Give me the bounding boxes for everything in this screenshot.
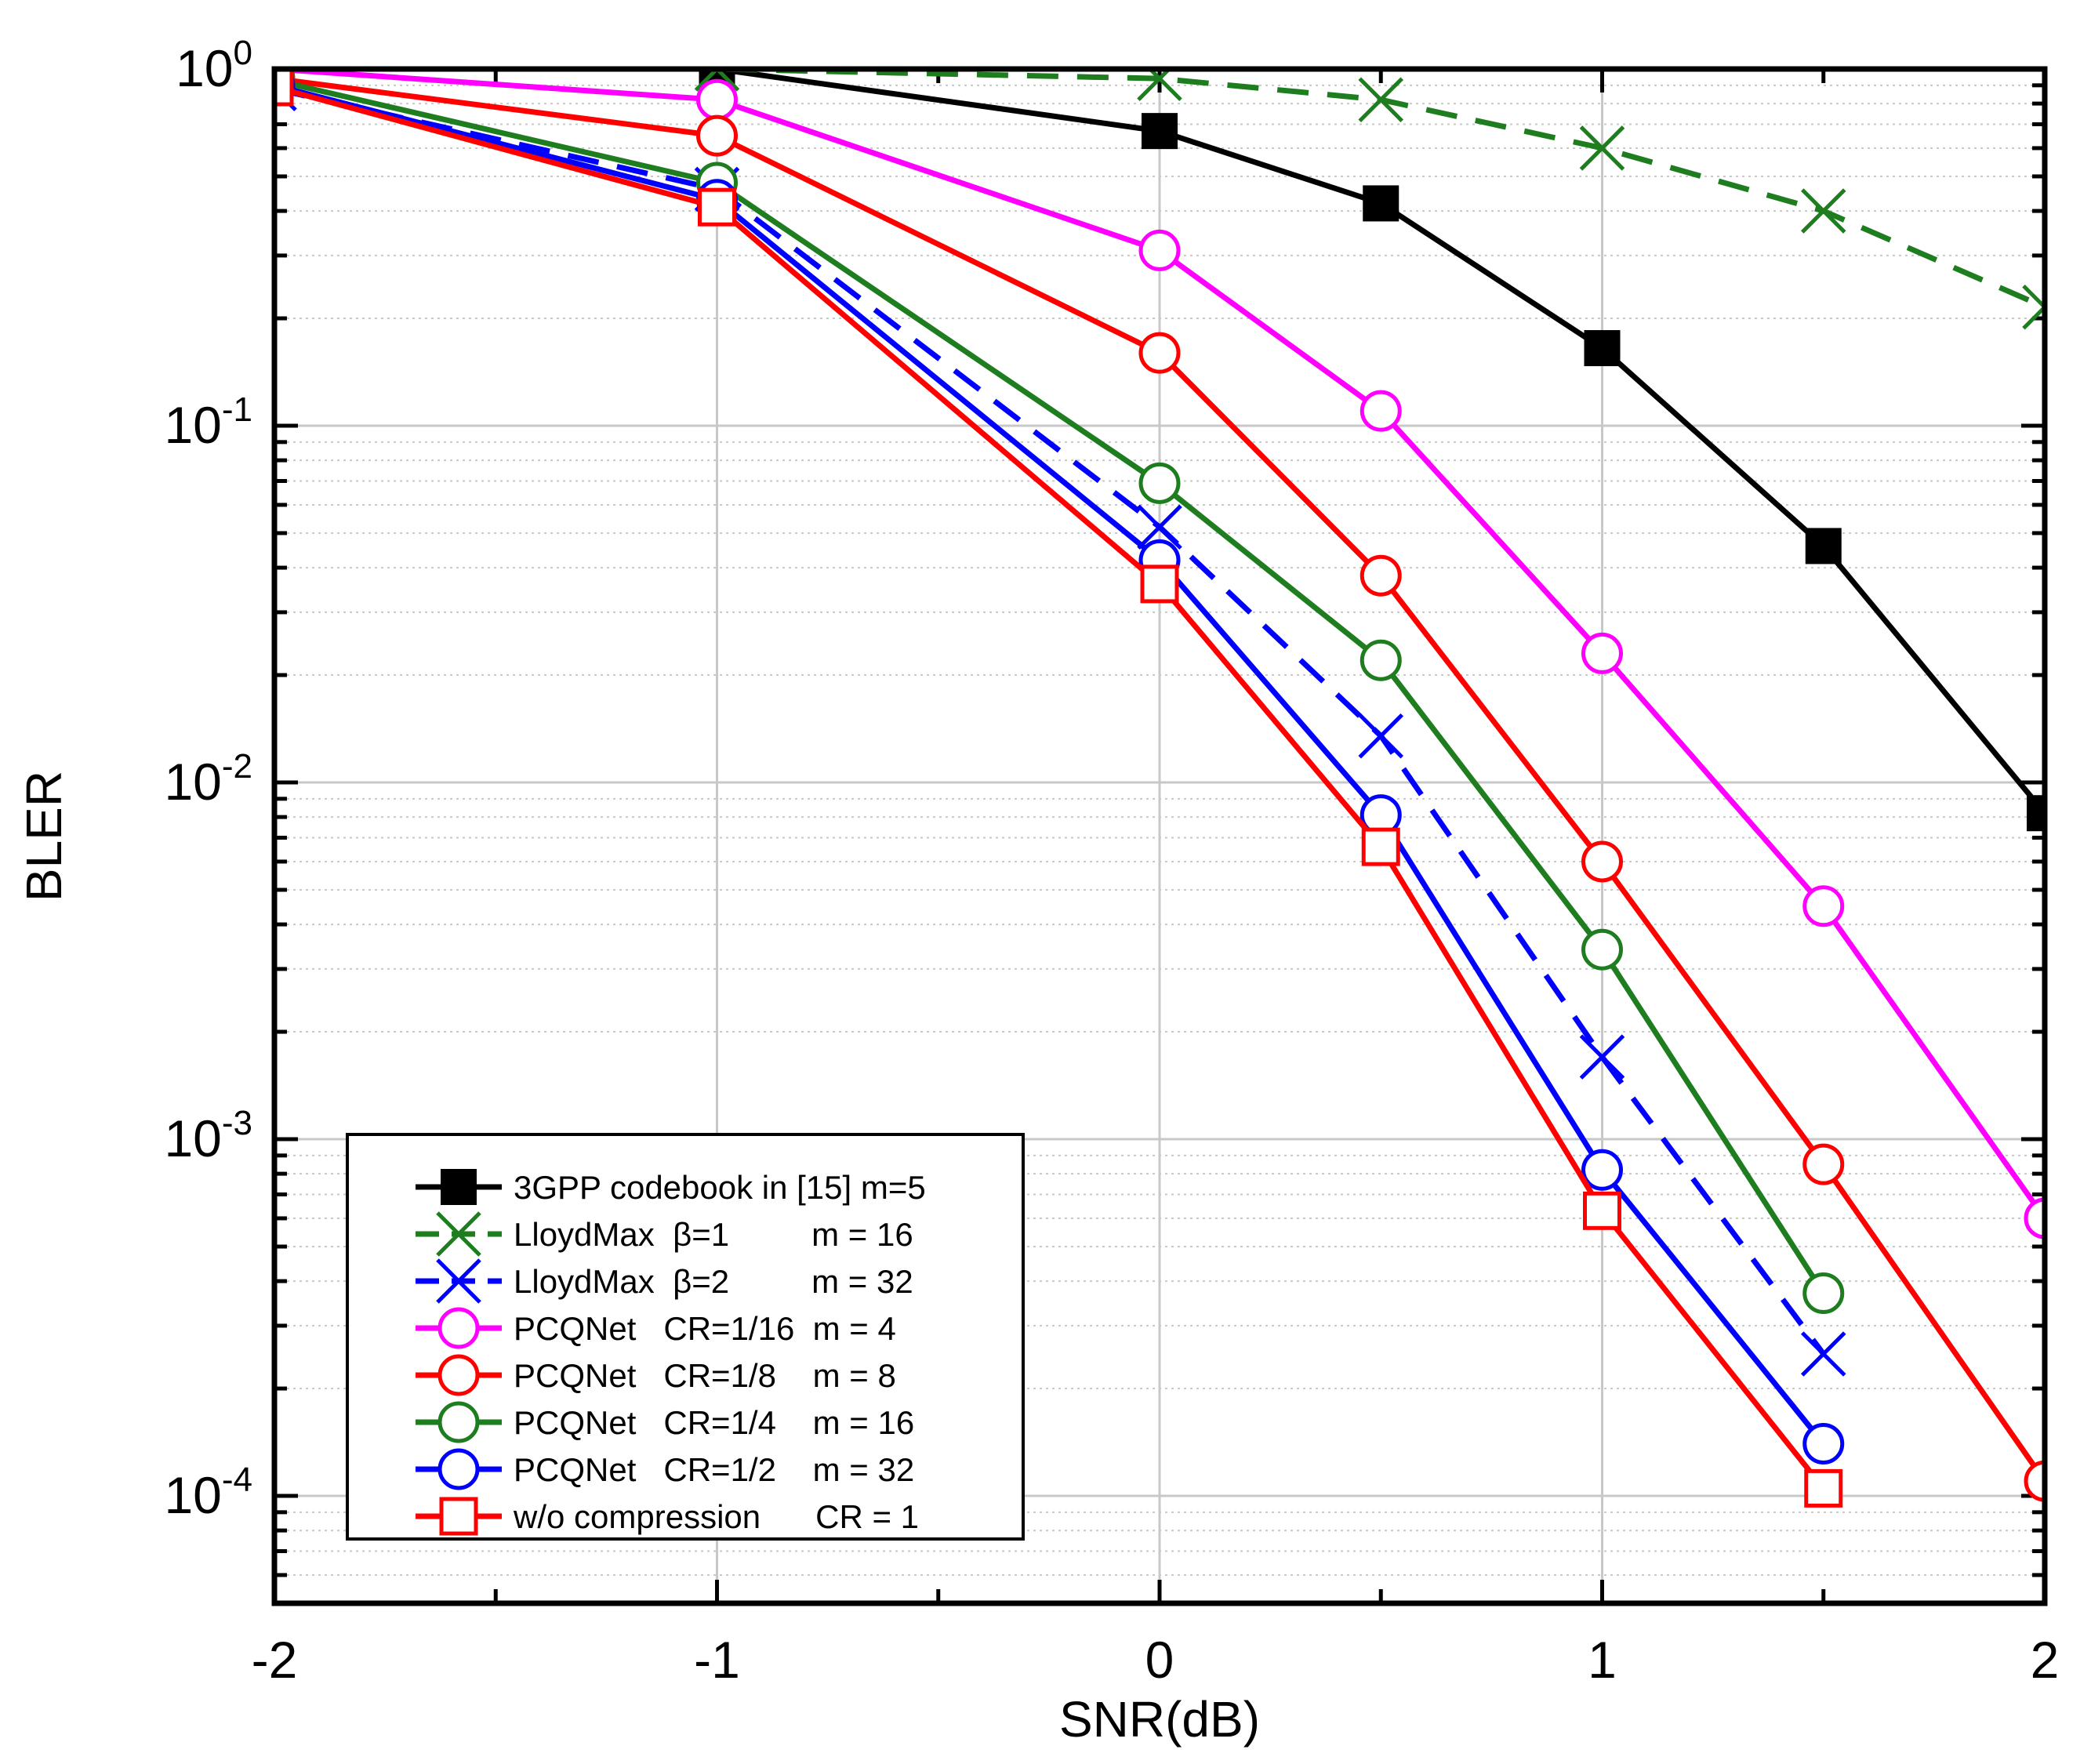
data-point — [1579, 1034, 1625, 1080]
legend-label: PCQNet CR=1/4 m = 16 — [514, 1404, 914, 1441]
legend-marker — [437, 1307, 480, 1349]
data-point — [274, 69, 294, 107]
data-point — [1360, 390, 1402, 432]
series-3 — [274, 69, 1846, 1377]
y-axis-label: BLER — [16, 771, 72, 902]
x-tick-label: 2 — [2031, 1631, 2060, 1689]
data-point — [1802, 1423, 1845, 1465]
data-point — [2024, 1197, 2045, 1240]
tick-labels: -2 -1 0 1 2 100 10-1 10-2 10-3 10-4 — [164, 34, 2059, 1689]
y-tick-label: 10-2 — [164, 747, 252, 811]
x-tick-label: -2 — [252, 1631, 298, 1689]
data-point — [696, 78, 738, 121]
series-8 — [274, 69, 1843, 1508]
legend-label: LloydMax β=2 m = 32 — [514, 1263, 913, 1300]
legend-marker — [437, 1354, 480, 1396]
data-point — [1579, 125, 1625, 171]
data-point — [1138, 462, 1181, 504]
data-point — [1805, 528, 1842, 564]
legend-marker — [441, 1169, 477, 1205]
data-point — [1802, 1143, 1845, 1185]
data-point — [2024, 1460, 2045, 1502]
legend: 3GPP codebook in [15] m=5 LloydMax β=1 m … — [346, 1133, 1025, 1541]
series-layer — [274, 69, 2045, 1508]
data-point — [694, 69, 740, 92]
series-1 — [274, 69, 2045, 832]
legend-marker — [439, 1497, 478, 1536]
y-tick-label: 10-1 — [164, 390, 252, 454]
data-point — [1800, 188, 1846, 234]
data-point — [1358, 77, 1404, 122]
legend-label: PCQNet CR=1/16 m = 4 — [514, 1310, 896, 1347]
x-tick-label: -1 — [694, 1631, 740, 1689]
legend-label: PCQNet CR=1/2 m = 32 — [514, 1451, 914, 1488]
data-point — [1800, 1331, 1846, 1377]
data-point — [1138, 332, 1181, 374]
series-line — [274, 77, 1826, 1295]
data-point — [1363, 185, 1399, 222]
x-axis-label: SNR(dB) — [1059, 1691, 1260, 1748]
legend-label: w/o compression CR = 1 — [513, 1498, 919, 1535]
data-point — [1140, 564, 1179, 604]
legend-marker — [436, 1211, 481, 1257]
data-point — [1137, 504, 1182, 550]
data-point — [1361, 827, 1400, 866]
data-point — [1358, 713, 1404, 759]
legend-label: PCQNet CR=1/8 m = 8 — [514, 1357, 896, 1394]
data-point — [1137, 69, 1182, 101]
series-line — [274, 84, 1826, 1490]
y-tick-label: 100 — [176, 34, 252, 97]
data-point — [1804, 1468, 1843, 1508]
legend-marker — [437, 1401, 480, 1443]
plot-frame — [271, 66, 2048, 1606]
series-2 — [274, 69, 2045, 330]
series-4 — [274, 69, 2045, 1240]
y-tick-label: 10-3 — [164, 1104, 252, 1167]
data-point — [1802, 1272, 1845, 1314]
data-point — [1581, 1149, 1623, 1191]
data-point — [1583, 1191, 1621, 1230]
legend-label: 3GPP codebook in [15] m=5 — [514, 1169, 926, 1206]
series-6 — [274, 69, 1845, 1314]
legend-marker — [436, 1258, 481, 1304]
data-point — [1802, 885, 1845, 927]
x-tick-label: 1 — [1588, 1631, 1617, 1689]
data-point — [1142, 113, 1178, 150]
data-point — [1581, 928, 1623, 971]
data-point — [1138, 229, 1181, 271]
data-point — [1584, 330, 1621, 367]
x-tick-label: 0 — [1145, 1631, 1174, 1689]
series-line — [274, 82, 1826, 1446]
legend-label: LloydMax β=1 m = 16 — [514, 1216, 913, 1253]
data-point — [1360, 639, 1402, 681]
data-point — [2027, 795, 2045, 832]
legend-marker — [437, 1448, 480, 1490]
data-point — [1360, 554, 1402, 597]
data-point — [2022, 284, 2045, 330]
data-point — [1581, 840, 1623, 883]
data-point — [1581, 632, 1623, 674]
series-line — [274, 85, 1826, 1356]
data-point — [698, 187, 736, 227]
data-point — [696, 114, 738, 157]
y-tick-label: 10-4 — [164, 1461, 252, 1524]
